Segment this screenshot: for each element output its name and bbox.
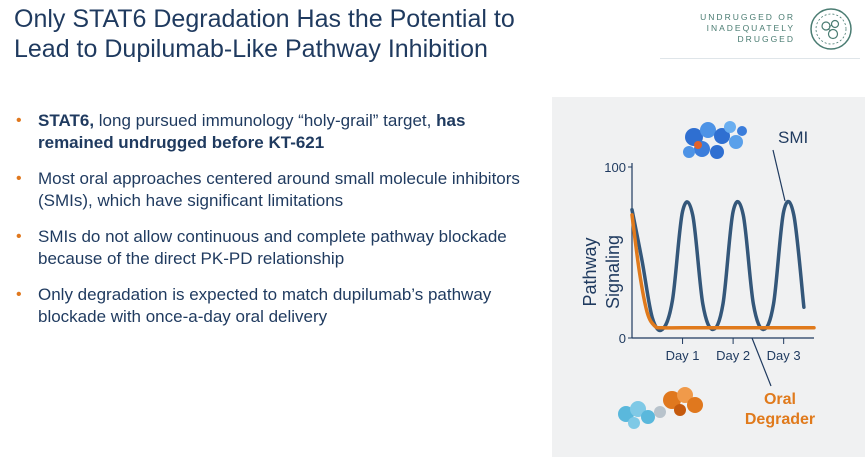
brand-line-2: INADEQUATELY: [706, 23, 795, 33]
bullet-item: • Only degradation is expected to match d…: [14, 284, 534, 328]
smi-label-leader-line: [772, 149, 786, 202]
page-title: Only STAT6 Degradation Has the Potential…: [14, 4, 614, 64]
bullet-text: SMIs do not allow continuous and complet…: [38, 227, 507, 268]
bullet-item: • Most oral approaches centered around sm…: [14, 168, 534, 212]
degrader-label-line-2: Degrader: [745, 411, 815, 428]
y-tick-label: 100: [604, 160, 626, 175]
smi-molecule-icon: [683, 121, 747, 159]
brand-line-1: UNDRUGGED OR: [700, 12, 795, 22]
x-tick-label: Day 1: [666, 348, 700, 363]
bullet-item: • SMIs do not allow continuous and comple…: [14, 226, 534, 270]
y-tick-label: 0: [619, 331, 626, 346]
bullet-text: long pursued immunology “holy-grail” tar…: [94, 111, 437, 130]
title-line-1: Only STAT6 Degradation Has the Potential…: [14, 5, 515, 33]
header-divider: [660, 58, 860, 59]
degrader-molecule-icon: [618, 387, 703, 429]
degrader-series-line: [630, 213, 816, 330]
bullet-dot-icon: •: [16, 170, 22, 187]
brand-badge: UNDRUGGED OR INADEQUATELY DRUGGED: [653, 7, 853, 51]
bullet-bold-text: has remained undrugged before KT-621: [38, 111, 466, 152]
y-axis-label-line-2: Signaling: [603, 235, 623, 309]
x-tick-label: Day 3: [767, 348, 801, 363]
pathway-signaling-chart: Pathway Signaling 100 0 Day 1 Day 2 Day 3 SM…: [580, 121, 816, 429]
brand-text: UNDRUGGED OR INADEQUATELY DRUGGED: [645, 12, 795, 45]
bullet-text: Most oral approaches centered around sma…: [38, 169, 520, 210]
bullet-bold-text: STAT6,: [38, 111, 95, 130]
bullet-dot-icon: •: [16, 286, 22, 303]
bullet-dot-icon: •: [16, 228, 22, 245]
bullet-list: • STAT6, long pursued immunology “holy-gr…: [14, 110, 534, 342]
degrader-label-line-1: Oral: [764, 391, 796, 408]
bullet-text: Only degradation is expected to match du…: [38, 285, 492, 326]
chart-axes: 100 0 Day 1 Day 2 Day 3: [604, 160, 814, 363]
chart-panel: Pathway Signaling 100 0 Day 1 Day 2 Day 3 SM…: [552, 97, 865, 457]
smi-series-label: SMI: [778, 128, 808, 147]
molecule-circle-icon: [810, 8, 852, 50]
chart-series: [630, 199, 816, 333]
x-tick-label: Day 2: [716, 348, 750, 363]
y-axis-label-line-1: Pathway: [580, 237, 600, 306]
title-line-2: Lead to Dupilumab-Like Pathway Inhibitio…: [14, 35, 488, 63]
smi-series-line: [630, 199, 806, 333]
bullet-item: • STAT6, long pursued immunology “holy-gr…: [14, 110, 534, 154]
degrader-label-leader-line: [751, 337, 772, 387]
bullet-dot-icon: •: [16, 112, 22, 129]
brand-line-3: DRUGGED: [737, 34, 795, 44]
